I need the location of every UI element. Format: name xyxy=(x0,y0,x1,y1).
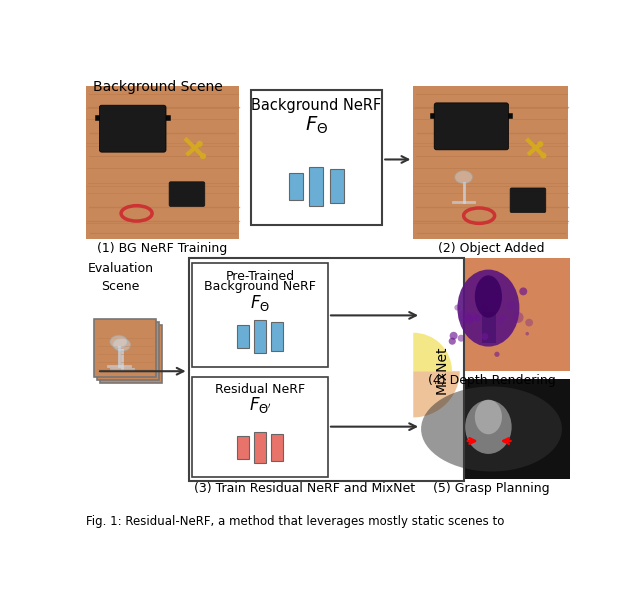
Circle shape xyxy=(481,333,488,340)
Circle shape xyxy=(200,153,206,159)
Ellipse shape xyxy=(455,171,472,183)
Bar xyxy=(254,432,266,463)
FancyBboxPatch shape xyxy=(434,103,509,150)
Circle shape xyxy=(454,304,461,311)
Bar xyxy=(271,434,283,461)
Circle shape xyxy=(480,304,489,313)
Circle shape xyxy=(490,293,502,305)
Ellipse shape xyxy=(465,400,511,454)
Ellipse shape xyxy=(113,339,131,351)
Ellipse shape xyxy=(475,400,502,434)
Bar xyxy=(482,312,496,343)
Bar xyxy=(250,90,382,225)
Bar xyxy=(330,170,344,203)
Text: (3) Train Residual NeRF and MixNet: (3) Train Residual NeRF and MixNet xyxy=(194,482,415,495)
Text: MixNet: MixNet xyxy=(435,345,449,394)
Circle shape xyxy=(467,312,477,322)
Bar xyxy=(193,376,328,477)
Circle shape xyxy=(449,337,456,345)
Circle shape xyxy=(507,301,515,310)
Text: (4) Depth Rendering: (4) Depth Rendering xyxy=(428,374,556,387)
Text: Background NeRF: Background NeRF xyxy=(252,98,381,113)
Text: Evaluation
Scene: Evaluation Scene xyxy=(87,262,154,293)
FancyBboxPatch shape xyxy=(169,182,205,206)
Circle shape xyxy=(474,314,481,321)
Circle shape xyxy=(476,283,481,289)
Bar xyxy=(237,436,249,459)
Circle shape xyxy=(196,141,203,147)
Ellipse shape xyxy=(116,342,134,354)
Circle shape xyxy=(464,315,474,324)
Circle shape xyxy=(458,310,470,322)
Bar xyxy=(413,379,570,479)
Ellipse shape xyxy=(421,387,562,472)
Circle shape xyxy=(497,318,503,325)
Circle shape xyxy=(450,332,458,340)
Bar xyxy=(289,173,303,200)
Circle shape xyxy=(537,141,543,147)
Bar xyxy=(413,258,570,371)
Text: Residual NeRF: Residual NeRF xyxy=(215,383,305,396)
Circle shape xyxy=(500,314,506,320)
Text: Background NeRF: Background NeRF xyxy=(204,280,316,293)
Bar xyxy=(309,167,323,206)
Ellipse shape xyxy=(110,336,127,348)
Text: (2) Object Added: (2) Object Added xyxy=(438,242,544,255)
Circle shape xyxy=(513,312,524,323)
Text: (1) BG NeRF Training: (1) BG NeRF Training xyxy=(97,242,228,255)
Wedge shape xyxy=(413,371,460,417)
Circle shape xyxy=(494,352,500,357)
FancyBboxPatch shape xyxy=(99,105,166,152)
Text: Background Scene: Background Scene xyxy=(93,80,222,94)
Circle shape xyxy=(525,319,533,326)
Bar xyxy=(94,319,156,377)
Wedge shape xyxy=(413,333,452,371)
Text: (5) Grasp Planning: (5) Grasp Planning xyxy=(433,482,550,495)
FancyBboxPatch shape xyxy=(510,188,546,213)
Circle shape xyxy=(519,287,527,296)
Bar xyxy=(237,325,249,348)
Text: $F_{\Theta}$: $F_{\Theta}$ xyxy=(250,293,270,313)
Bar xyxy=(97,322,159,380)
Circle shape xyxy=(458,335,465,342)
Text: Fig. 1: Residual-NeRF, a method that leverages mostly static scenes to: Fig. 1: Residual-NeRF, a method that lev… xyxy=(86,515,504,528)
Bar xyxy=(271,322,283,351)
Text: $F_{\Theta'}$: $F_{\Theta'}$ xyxy=(249,395,272,415)
Ellipse shape xyxy=(458,269,520,346)
Circle shape xyxy=(540,152,547,158)
Bar xyxy=(100,326,162,383)
Text: $F_{\Theta}$: $F_{\Theta}$ xyxy=(305,115,328,136)
Text: Pre-Trained: Pre-Trained xyxy=(226,269,295,282)
Bar xyxy=(86,86,239,239)
Circle shape xyxy=(525,332,529,336)
Bar xyxy=(413,86,568,239)
Bar xyxy=(193,264,328,368)
Bar xyxy=(189,258,463,481)
Ellipse shape xyxy=(475,275,502,318)
Bar xyxy=(254,320,266,353)
